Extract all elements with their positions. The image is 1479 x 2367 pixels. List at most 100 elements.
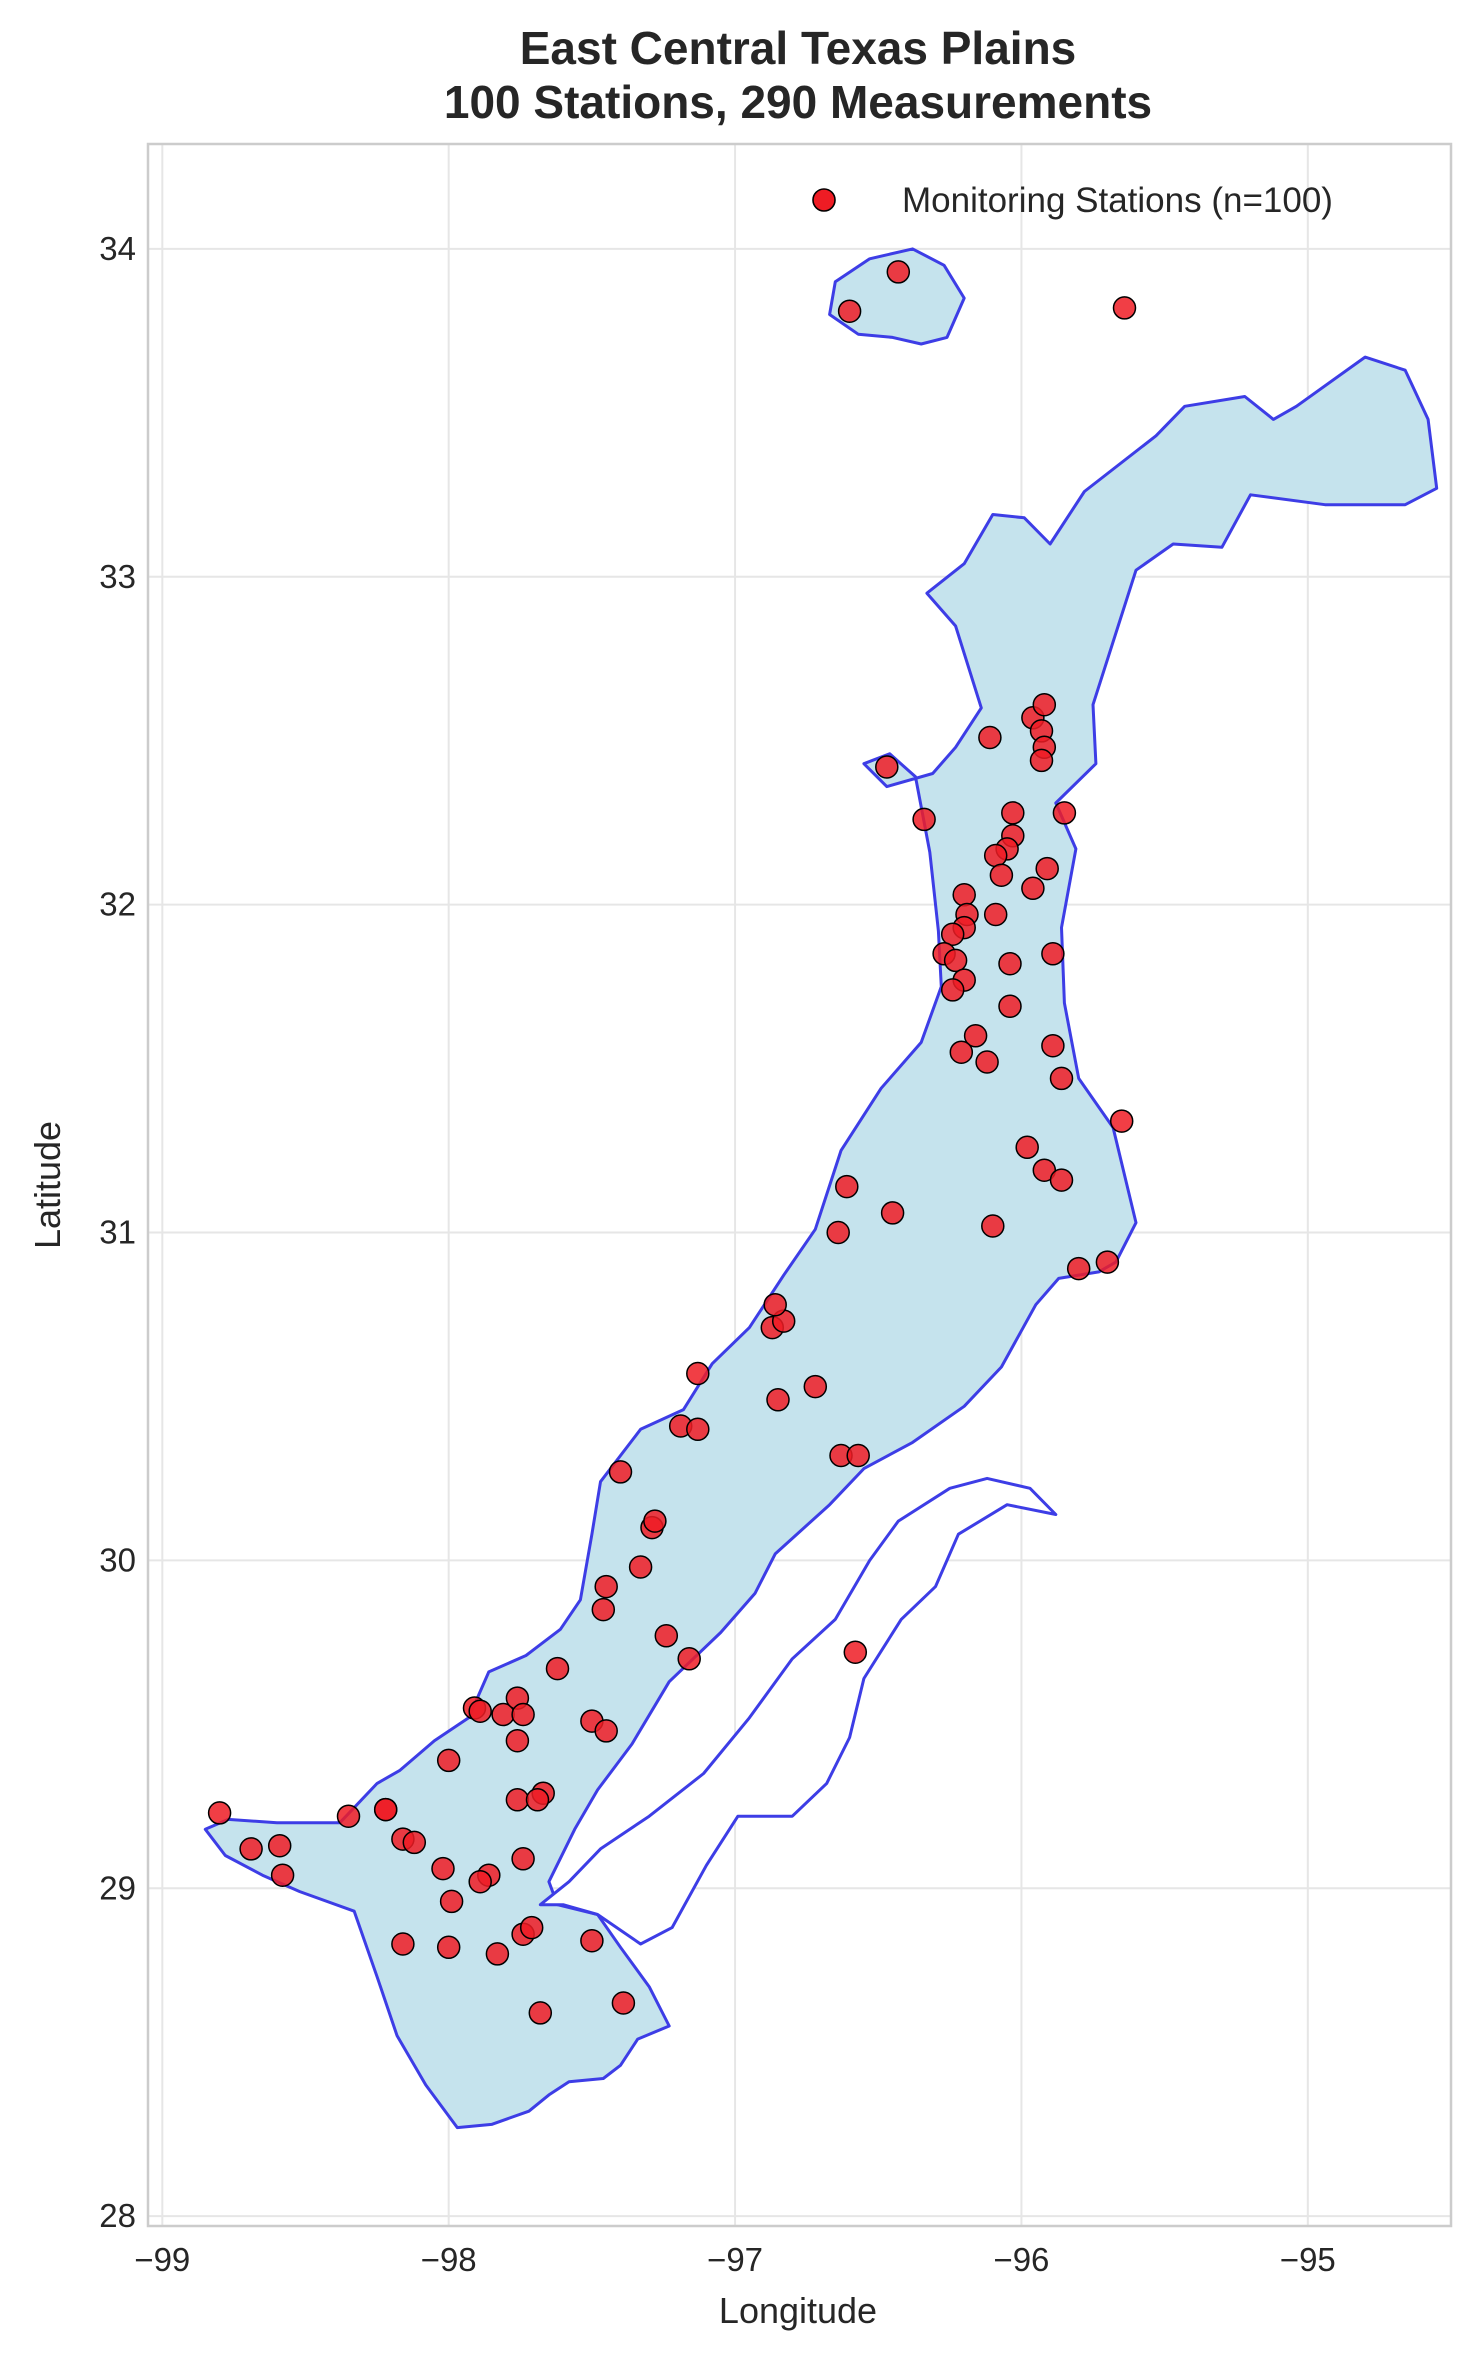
region-outline	[203, 247, 1439, 2130]
station-point	[431, 1856, 455, 1881]
station-point	[949, 1040, 974, 1064]
station-point	[1021, 876, 1045, 901]
station-point	[963, 1024, 988, 1048]
station-point	[875, 755, 899, 779]
station-point	[207, 1801, 232, 1825]
y-axis-label: Latitude	[27, 1121, 68, 1249]
x-axis-ticks: −99 −98 −97 −96 −95	[134, 2241, 1335, 2278]
station-point	[468, 1699, 492, 1723]
station-point	[643, 1509, 667, 1533]
station-point	[998, 951, 1022, 976]
y-tick-label: 28	[99, 2197, 136, 2234]
station-point	[983, 902, 1008, 927]
legend: Monitoring Stations (n=100)	[812, 181, 1333, 220]
station-point	[608, 1460, 633, 1484]
x-tick-label: −96	[993, 2241, 1049, 2278]
x-tick-label: −99	[134, 2241, 190, 2278]
y-tick-label: 32	[99, 886, 136, 923]
station-point	[1041, 1033, 1065, 1058]
legend-label: Monitoring Stations (n=100)	[902, 181, 1333, 220]
station-point	[391, 1932, 415, 1956]
station-point	[1095, 1250, 1120, 1274]
station-point	[505, 1728, 530, 1753]
station-point	[485, 1942, 510, 1966]
station-point	[1001, 801, 1025, 825]
y-tick-label: 31	[99, 1214, 136, 1251]
station-point	[952, 883, 976, 907]
station-point	[686, 1417, 710, 1442]
station-point	[686, 1361, 710, 1386]
station-points	[207, 260, 1137, 2025]
station-point	[511, 1847, 535, 1871]
plot-frame	[146, 142, 1453, 2228]
station-point	[846, 1443, 870, 1468]
station-point	[837, 299, 862, 323]
region-south-gap	[538, 1476, 1058, 1946]
station-point	[677, 1647, 701, 1671]
x-axis-label: Longitude	[719, 2290, 877, 2331]
station-point	[580, 1928, 604, 1953]
chart-title-line-2: 100 Stations, 290 Measurements	[444, 76, 1152, 128]
station-point	[1052, 801, 1077, 825]
station-point	[402, 1830, 427, 1855]
station-point	[528, 2001, 553, 2025]
station-point	[1035, 856, 1059, 881]
station-point	[943, 948, 968, 973]
x-tick-label: −98	[421, 2241, 477, 2278]
station-point	[628, 1555, 653, 1579]
station-point	[594, 1574, 618, 1599]
grid-lines	[148, 144, 1451, 2226]
station-point	[998, 994, 1022, 1019]
station-point	[1049, 1168, 1074, 1192]
region-north-inlet	[828, 247, 966, 346]
station-point	[983, 843, 1008, 868]
station-point	[654, 1624, 679, 1648]
station-point	[1112, 296, 1137, 320]
station-point	[978, 725, 1002, 750]
station-point	[591, 1597, 616, 1622]
y-tick-label: 34	[99, 230, 136, 267]
y-tick-label: 29	[99, 1869, 136, 1906]
station-point	[886, 260, 911, 284]
legend-marker	[812, 188, 836, 212]
station-point	[373, 1797, 398, 1822]
station-point	[940, 922, 965, 946]
station-point	[439, 1889, 464, 1914]
station-point	[1032, 692, 1057, 717]
station-point	[525, 1788, 550, 1812]
station-point	[940, 978, 965, 1002]
station-point	[1041, 942, 1065, 966]
station-point	[880, 1201, 905, 1225]
station-point	[835, 1174, 859, 1199]
y-tick-label: 30	[99, 1541, 136, 1578]
station-point	[270, 1863, 295, 1887]
station-point	[803, 1374, 828, 1399]
station-point	[912, 807, 936, 832]
x-tick-label: −97	[707, 2241, 763, 2278]
y-axis-ticks: 28 29 30 31 32 33 34	[99, 230, 136, 2234]
station-point	[763, 1292, 787, 1317]
region-main-shape	[203, 355, 1439, 2130]
station-point	[843, 1640, 868, 1664]
station-point	[436, 1748, 461, 1773]
station-point	[1029, 748, 1054, 773]
station-point	[1015, 1135, 1039, 1160]
station-point	[766, 1388, 790, 1412]
station-point	[436, 1935, 461, 1960]
station-point	[1049, 1066, 1074, 1091]
station-point	[336, 1804, 361, 1828]
station-point	[975, 1050, 999, 1074]
station-point	[468, 1869, 492, 1894]
station-point	[1109, 1109, 1134, 1133]
station-point	[545, 1656, 570, 1681]
y-tick-label: 33	[99, 558, 136, 595]
station-point	[594, 1719, 618, 1743]
station-point	[239, 1837, 263, 1861]
station-point	[611, 1991, 636, 2015]
station-point	[505, 1788, 530, 1812]
station-point	[519, 1915, 544, 1940]
x-tick-label: −95	[1280, 2241, 1336, 2278]
station-point	[267, 1833, 292, 1858]
station-point	[981, 1214, 1005, 1238]
